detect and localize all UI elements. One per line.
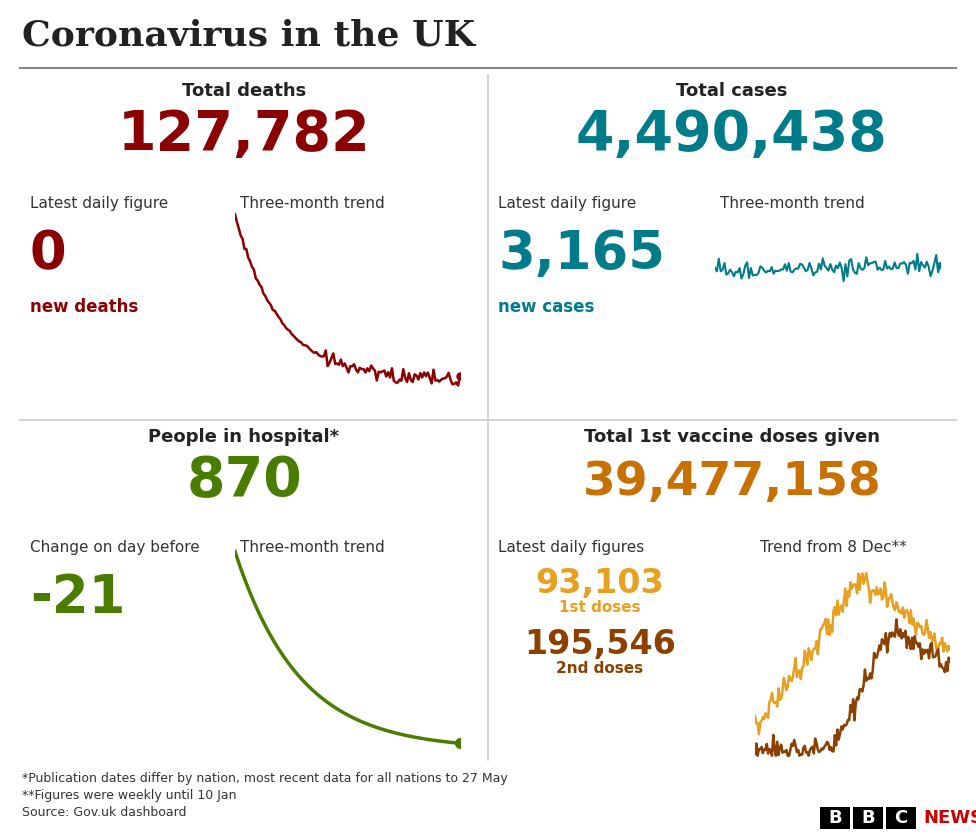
- Text: Total 1st vaccine doses given: Total 1st vaccine doses given: [584, 428, 880, 446]
- FancyBboxPatch shape: [886, 807, 916, 829]
- Text: *Publication dates differ by nation, most recent data for all nations to 27 May: *Publication dates differ by nation, mos…: [22, 772, 508, 785]
- Text: -21: -21: [30, 572, 125, 624]
- Text: 1st doses: 1st doses: [559, 600, 641, 615]
- Text: Latest daily figure: Latest daily figure: [30, 196, 168, 211]
- FancyBboxPatch shape: [820, 807, 850, 829]
- Text: Three-month trend: Three-month trend: [240, 196, 385, 211]
- Text: 0: 0: [30, 228, 66, 280]
- Text: C: C: [894, 809, 908, 827]
- Text: Source: Gov.uk dashboard: Source: Gov.uk dashboard: [22, 806, 186, 819]
- Text: Total cases: Total cases: [676, 82, 788, 100]
- Text: Trend from 8 Dec**: Trend from 8 Dec**: [760, 540, 907, 555]
- Text: Latest daily figure: Latest daily figure: [498, 196, 636, 211]
- Text: 3,165: 3,165: [498, 228, 665, 280]
- Text: Coronavirus in the UK: Coronavirus in the UK: [22, 18, 475, 52]
- Text: Three-month trend: Three-month trend: [720, 196, 865, 211]
- Text: **Figures were weekly until 10 Jan: **Figures were weekly until 10 Jan: [22, 789, 236, 802]
- Text: 2nd doses: 2nd doses: [556, 661, 643, 676]
- Text: 195,546: 195,546: [524, 628, 676, 661]
- Text: People in hospital*: People in hospital*: [148, 428, 340, 446]
- Text: Total deaths: Total deaths: [182, 82, 306, 100]
- Text: Change on day before: Change on day before: [30, 540, 200, 555]
- Text: 39,477,158: 39,477,158: [583, 460, 881, 505]
- Text: NEWS: NEWS: [923, 809, 976, 827]
- Text: B: B: [829, 809, 842, 827]
- Text: 127,782: 127,782: [118, 108, 370, 162]
- Text: 870: 870: [186, 454, 302, 508]
- Text: Three-month trend: Three-month trend: [240, 540, 385, 555]
- FancyBboxPatch shape: [853, 807, 883, 829]
- Text: new deaths: new deaths: [30, 298, 139, 316]
- Text: B: B: [861, 809, 874, 827]
- Text: 4,490,438: 4,490,438: [576, 108, 888, 162]
- Text: 93,103: 93,103: [536, 567, 665, 600]
- Text: Latest daily figures: Latest daily figures: [498, 540, 644, 555]
- Text: new cases: new cases: [498, 298, 594, 316]
